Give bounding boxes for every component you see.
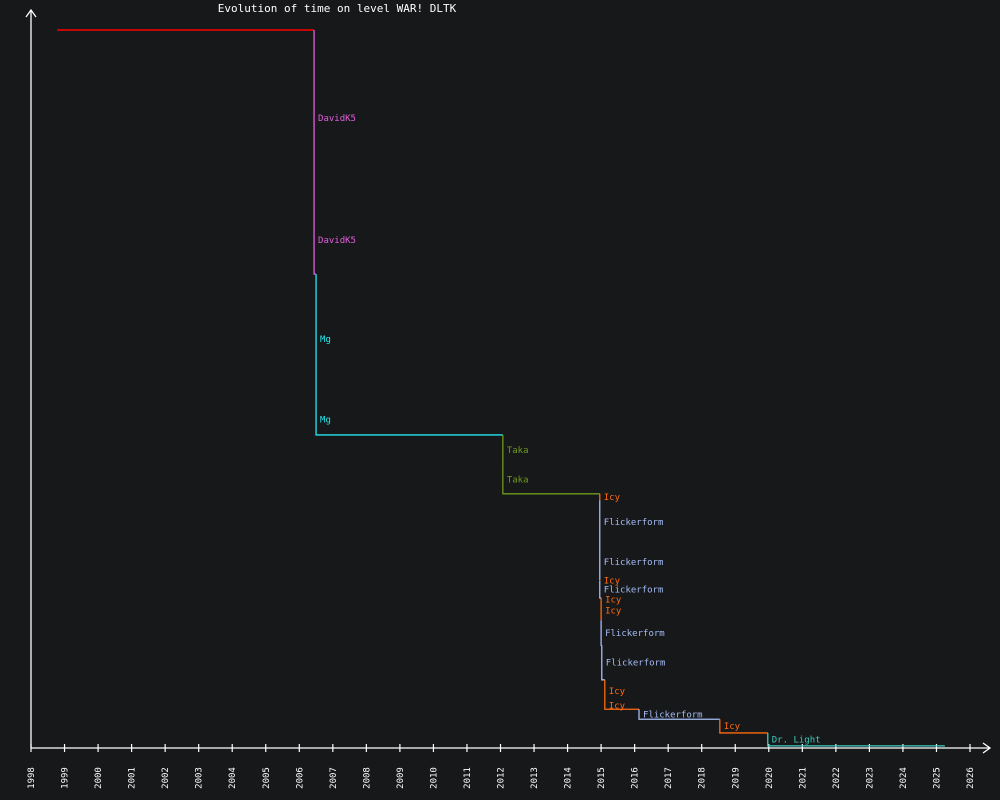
x-tick-label: 2002 bbox=[161, 767, 171, 789]
record-step bbox=[601, 645, 605, 681]
x-axis-arrow bbox=[982, 742, 992, 754]
chart-title: Evolution of time on level WAR! DLTK bbox=[218, 2, 457, 15]
record-step bbox=[767, 732, 945, 747]
x-tick-label: 2020 bbox=[765, 767, 775, 789]
x-tick-label: 2014 bbox=[564, 767, 574, 789]
y-axis-arrow bbox=[25, 8, 37, 18]
record-holder-label: Flickerform bbox=[606, 659, 666, 669]
axes bbox=[25, 8, 992, 754]
x-tick-label: 2024 bbox=[899, 767, 909, 789]
record-step bbox=[315, 404, 503, 436]
record-step bbox=[599, 580, 602, 599]
record-holder-label: Icy bbox=[605, 607, 622, 617]
record-step bbox=[604, 702, 640, 710]
x-tick-label: 2006 bbox=[295, 767, 305, 789]
x-tick-label: 2022 bbox=[832, 767, 842, 789]
x-tick-label: 2005 bbox=[262, 767, 272, 789]
x-tick-label: 2013 bbox=[530, 767, 540, 789]
x-tick-label: 2015 bbox=[597, 767, 607, 789]
record-holder-label: Icy bbox=[609, 702, 626, 712]
record-step bbox=[313, 205, 317, 275]
x-tick-label: 2007 bbox=[329, 767, 339, 789]
x-tick-label: 1998 bbox=[27, 767, 37, 789]
record-holder-label: Icy bbox=[605, 595, 622, 605]
x-tick-label: 2018 bbox=[698, 767, 708, 789]
record-step bbox=[719, 719, 768, 734]
x-tick-label: 2011 bbox=[463, 767, 473, 789]
record-holder-label: Icy bbox=[604, 576, 621, 586]
record-holder-label: Icy bbox=[609, 687, 626, 697]
x-tick-label: 2008 bbox=[362, 767, 372, 789]
x-tick-label: 2010 bbox=[429, 767, 439, 789]
record-holder-label: DavidK5 bbox=[318, 236, 356, 246]
record-holder-label: Flickerform bbox=[604, 518, 664, 528]
record-step bbox=[600, 620, 602, 646]
x-tick-label: 2026 bbox=[966, 767, 976, 789]
record-holder-label: Flickerform bbox=[605, 629, 665, 639]
x-tick-label: 2000 bbox=[94, 767, 104, 789]
record-holder-label: Flickerform bbox=[643, 710, 703, 720]
record-step bbox=[502, 465, 600, 495]
record-holder-label: Flickerform bbox=[604, 585, 664, 595]
x-tick-label: 2003 bbox=[195, 767, 205, 789]
x-tick-label: 2004 bbox=[228, 767, 238, 789]
record-holder-label: DavidK5 bbox=[318, 114, 356, 124]
x-tick-label: 2021 bbox=[798, 767, 808, 789]
record-holder-label: Taka bbox=[507, 446, 529, 456]
record-holder-label: Mg bbox=[320, 335, 331, 345]
x-tick-label: 2016 bbox=[631, 767, 641, 789]
record-step bbox=[638, 709, 720, 720]
x-tick-label: 1999 bbox=[61, 767, 71, 789]
record-holder-label: Flickerform bbox=[604, 558, 664, 568]
record-holder-label: Icy bbox=[604, 493, 621, 503]
x-tick-label: 2017 bbox=[664, 767, 674, 789]
record-holder-label: Taka bbox=[507, 475, 529, 485]
x-tick-label: 2025 bbox=[932, 767, 942, 789]
x-tick-label: 2009 bbox=[396, 767, 406, 789]
x-tick-label: 2012 bbox=[497, 767, 507, 789]
record-holder-label: Dr. Light bbox=[772, 735, 821, 745]
x-tick-label: 2019 bbox=[731, 767, 741, 789]
record-holder-label: Mg bbox=[320, 416, 331, 426]
record-holder-label: Icy bbox=[724, 722, 741, 732]
x-tick-label: 2001 bbox=[128, 767, 138, 789]
x-tick-label: 2023 bbox=[865, 767, 875, 789]
